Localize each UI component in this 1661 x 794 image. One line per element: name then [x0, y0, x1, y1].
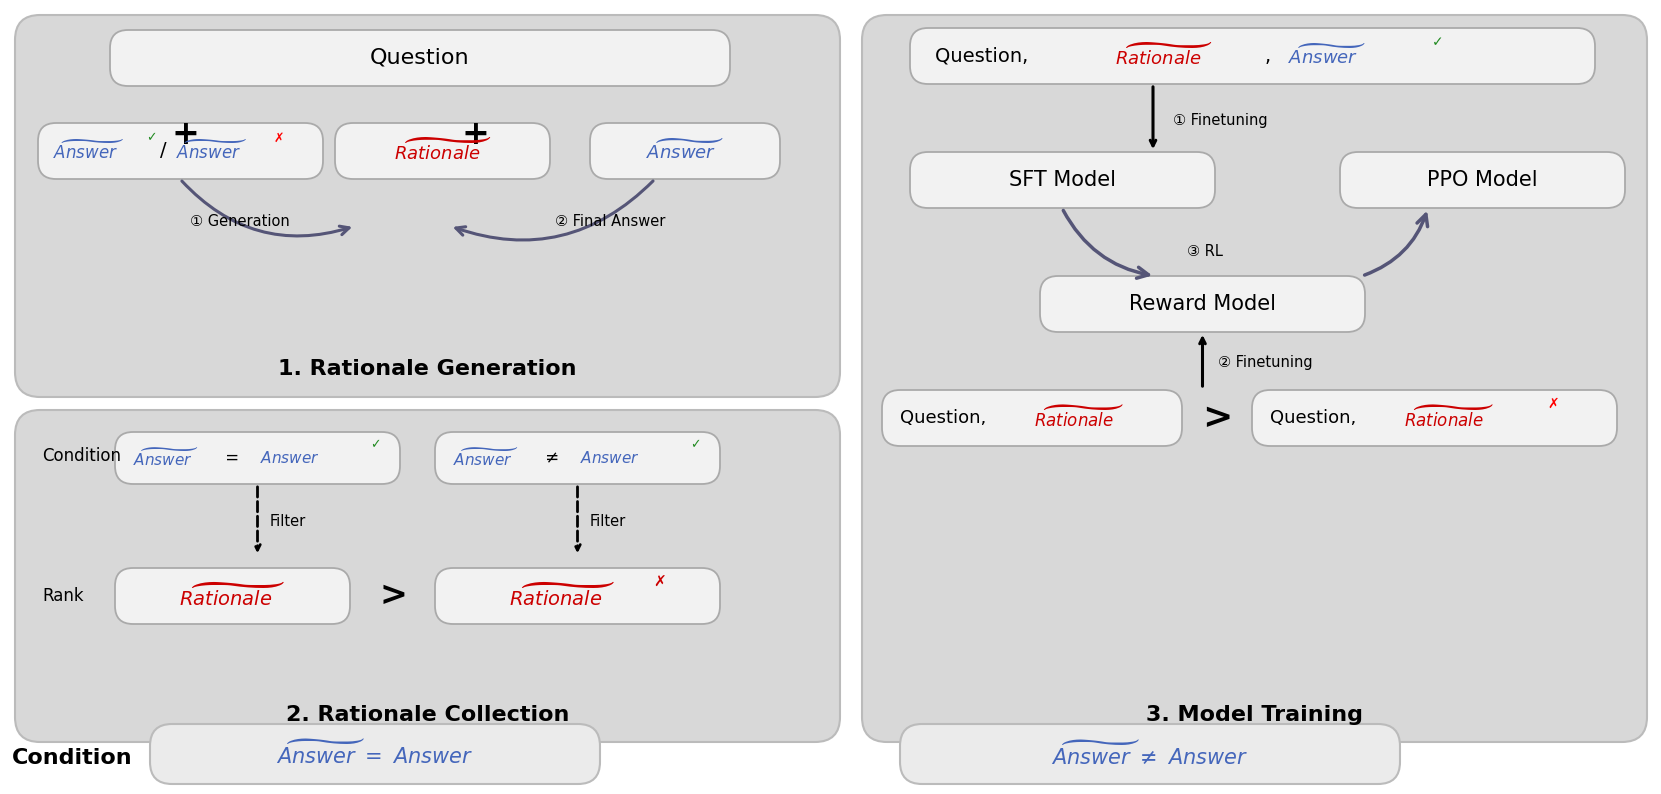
Text: $\widetilde{Answer}$: $\widetilde{Answer}$ — [1287, 44, 1365, 68]
Text: /: / — [159, 141, 166, 160]
FancyBboxPatch shape — [1340, 152, 1624, 208]
Text: $\widetilde{Rationale}$: $\widetilde{Rationale}$ — [394, 138, 492, 164]
Text: $\widetilde{Rationale}$: $\widetilde{Rationale}$ — [179, 582, 286, 610]
Text: ✓: ✓ — [370, 438, 380, 452]
Text: Question,: Question, — [900, 409, 992, 427]
Text: ✗: ✗ — [1546, 397, 1558, 411]
Text: 1. Rationale Generation: 1. Rationale Generation — [279, 359, 576, 379]
FancyArrowPatch shape — [1063, 210, 1148, 278]
Text: Question,: Question, — [1271, 409, 1362, 427]
Text: $\widetilde{Answer}$: $\widetilde{Answer}$ — [133, 447, 199, 469]
Text: Question,: Question, — [935, 47, 1035, 65]
Text: ✗: ✗ — [653, 575, 666, 589]
Text: ≠: ≠ — [540, 449, 565, 467]
Text: ✓: ✓ — [1432, 35, 1443, 49]
Text: ② Final Answer: ② Final Answer — [555, 214, 664, 229]
Text: $\widetilde{Rationale}$: $\widetilde{Rationale}$ — [510, 582, 616, 610]
Text: $Answer$: $Answer$ — [261, 450, 321, 466]
Text: 3. Model Training: 3. Model Training — [1146, 705, 1364, 725]
FancyBboxPatch shape — [910, 152, 1214, 208]
FancyBboxPatch shape — [115, 568, 350, 624]
Text: +: + — [462, 118, 488, 151]
Text: $\widetilde{Answer}$: $\widetilde{Answer}$ — [176, 140, 247, 163]
Text: $\widetilde{Answer}$: $\widetilde{Answer}$ — [453, 447, 518, 469]
Text: $\widetilde{Answer}$: $\widetilde{Answer}$ — [646, 139, 724, 163]
Text: $\widetilde{Answer}\ =\ Answer$: $\widetilde{Answer}\ =\ Answer$ — [276, 740, 473, 768]
Text: $\widetilde{Answer}\ \neq\ Answer$: $\widetilde{Answer}\ \neq\ Answer$ — [1051, 740, 1249, 768]
FancyBboxPatch shape — [435, 432, 719, 484]
Text: 2. Rationale Collection: 2. Rationale Collection — [286, 705, 570, 725]
Text: Rank: Rank — [42, 587, 83, 605]
Text: ③ RL: ③ RL — [1188, 245, 1222, 260]
FancyBboxPatch shape — [1252, 390, 1618, 446]
Text: PPO Model: PPO Model — [1427, 170, 1538, 190]
Text: $\widetilde{Rationale}$: $\widetilde{Rationale}$ — [1035, 405, 1124, 431]
Text: >: > — [1203, 401, 1232, 435]
Text: Condition: Condition — [42, 447, 121, 465]
FancyBboxPatch shape — [15, 15, 840, 397]
Text: Filter: Filter — [590, 515, 626, 530]
FancyBboxPatch shape — [1040, 276, 1365, 332]
Text: >: > — [379, 580, 407, 612]
Text: $Answer$: $Answer$ — [580, 450, 639, 466]
FancyBboxPatch shape — [900, 724, 1400, 784]
FancyBboxPatch shape — [115, 432, 400, 484]
Text: ① Generation: ① Generation — [189, 214, 291, 229]
Text: =: = — [219, 449, 244, 467]
FancyBboxPatch shape — [862, 15, 1648, 742]
Text: $\widetilde{Rationale}$: $\widetilde{Rationale}$ — [1404, 405, 1495, 431]
Text: $\widetilde{Answer}$: $\widetilde{Answer}$ — [53, 140, 125, 163]
Text: Filter: Filter — [269, 515, 306, 530]
Text: ✓: ✓ — [146, 132, 156, 145]
FancyArrowPatch shape — [1365, 214, 1427, 275]
Text: Condition: Condition — [12, 748, 133, 768]
FancyBboxPatch shape — [15, 410, 840, 742]
FancyBboxPatch shape — [435, 568, 719, 624]
FancyArrowPatch shape — [455, 181, 653, 240]
Text: Question: Question — [370, 48, 470, 68]
FancyBboxPatch shape — [882, 390, 1183, 446]
Text: SFT Model: SFT Model — [1008, 170, 1116, 190]
FancyBboxPatch shape — [149, 724, 600, 784]
Text: ① Finetuning: ① Finetuning — [1173, 113, 1267, 128]
FancyBboxPatch shape — [590, 123, 781, 179]
Text: $\widetilde{Rationale}$: $\widetilde{Rationale}$ — [1115, 43, 1213, 69]
Text: ✓: ✓ — [689, 438, 701, 452]
Text: ② Finetuning: ② Finetuning — [1218, 354, 1312, 369]
Text: +: + — [171, 118, 199, 151]
FancyBboxPatch shape — [38, 123, 322, 179]
Text: ,: , — [1266, 47, 1277, 65]
Text: ✗: ✗ — [274, 132, 284, 145]
FancyBboxPatch shape — [110, 30, 729, 86]
FancyBboxPatch shape — [336, 123, 550, 179]
Text: Reward Model: Reward Model — [1129, 294, 1276, 314]
FancyArrowPatch shape — [183, 181, 349, 236]
FancyBboxPatch shape — [910, 28, 1595, 84]
